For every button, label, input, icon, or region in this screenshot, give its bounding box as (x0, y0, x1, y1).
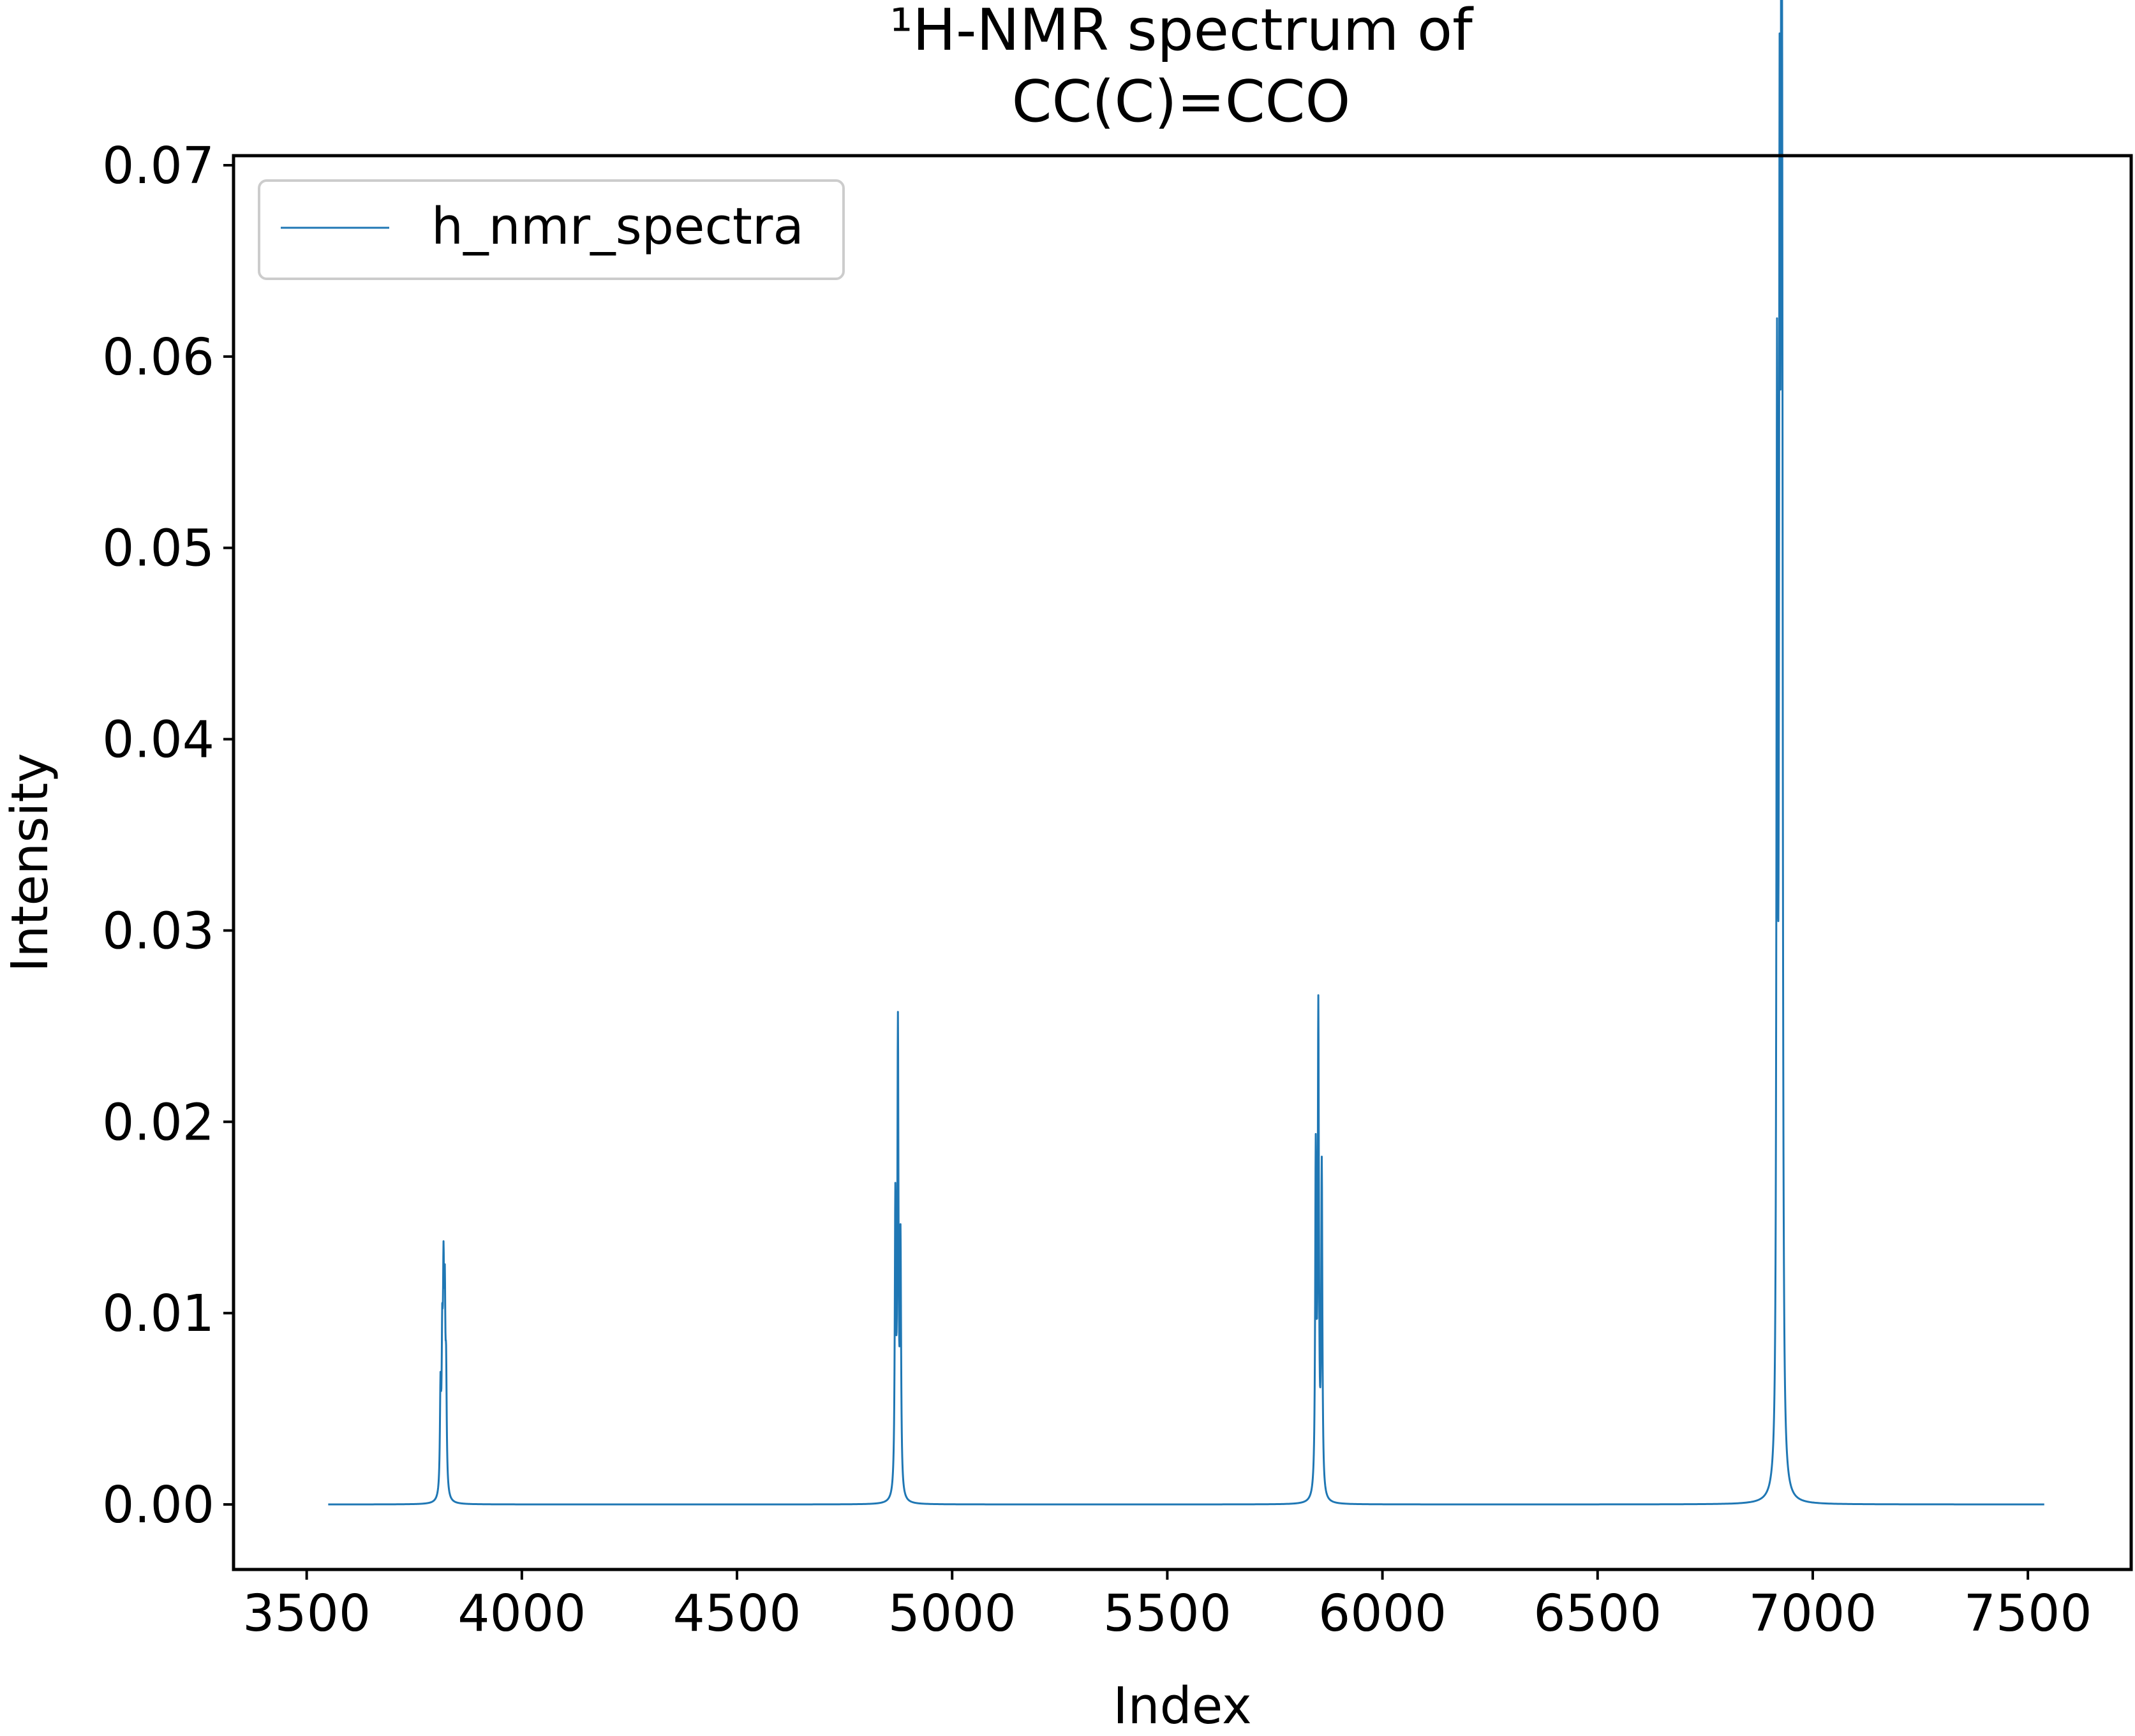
y-tick-label: 0.04 (102, 711, 214, 769)
x-tick-label: 7000 (1748, 1584, 1877, 1643)
legend-label: h_nmr_spectra (431, 197, 804, 256)
y-tick-label: 0.06 (102, 328, 214, 387)
legend-box (258, 179, 845, 280)
y-tick-label: 0.05 (102, 519, 214, 578)
x-tick-label: 5500 (1103, 1584, 1231, 1643)
y-axis-label: Intensity (1, 753, 59, 972)
x-tick-label: 7500 (1964, 1584, 2092, 1643)
x-tick-label: 4500 (673, 1584, 801, 1643)
x-tick-label: 4000 (458, 1584, 586, 1643)
x-tick-label: 6500 (1533, 1584, 1662, 1643)
y-tick-label: 0.07 (102, 137, 214, 195)
x-tick-label: 3500 (242, 1584, 371, 1643)
x-tick-label: 5000 (888, 1584, 1016, 1643)
x-axis-ticks: 3500 4000 4500 5000 5500 6000 6500 7000 7500 (242, 1569, 2092, 1643)
y-axis-ticks: 0.00 0.01 0.02 0.03 0.04 0.05 0.06 0.07 (102, 137, 234, 1534)
legend: h_nmr_spectra (258, 179, 845, 280)
y-tick-label: 0.02 (102, 1093, 214, 1152)
y-tick-label: 0.00 (102, 1476, 214, 1534)
x-axis-label: Index (1113, 1677, 1251, 1735)
chart-title: ¹H-NMR spectrum of (889, 0, 1474, 64)
chart-subtitle: CC(C)=CCO (1012, 68, 1351, 135)
x-tick-label: 6000 (1318, 1584, 1447, 1643)
plot-frame (232, 154, 2133, 1571)
series-line-h-nmr-spectra (328, 0, 2044, 1506)
y-tick-label: 0.03 (102, 901, 214, 960)
y-tick-label: 0.01 (102, 1284, 214, 1343)
